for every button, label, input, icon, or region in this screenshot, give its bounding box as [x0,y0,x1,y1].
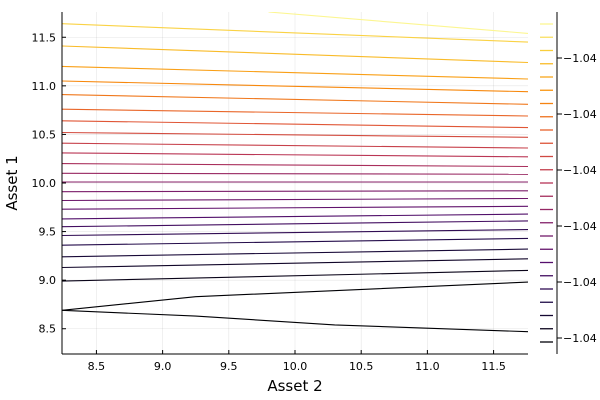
x-tick-label: 9.5 [220,360,238,373]
y-tick-label: 9.5 [39,226,57,239]
contour-line [62,309,528,333]
y-tick-label: 9.0 [39,274,57,287]
y-tick-label: 10.0 [32,177,57,190]
contour-line [62,190,528,193]
x-tick-label: 9.0 [154,360,172,373]
x-tick-label: 11.5 [481,360,506,373]
contour-line [62,237,528,246]
contour-line [62,205,528,210]
contour-line [62,281,528,311]
contour-line [62,65,528,80]
contour-line [62,269,528,282]
contour-line [62,163,528,168]
x-tick-label: 8.5 [88,360,106,373]
contour-line [268,12,528,34]
y-tick-label: 8.5 [39,323,57,336]
colorbar-tick-label: −1.04 [563,52,597,65]
contour-line [62,258,528,269]
contour-line [62,131,528,138]
y-axis-ticks: 8.5 9.0 9.5 10.0 10.5 11.0 11.5 [32,31,66,336]
x-tick-label: 10.0 [283,360,308,373]
y-tick-label: 11.0 [32,80,57,93]
contour-line [62,197,528,202]
colorbar: −1.04 −1.04 −1.04 −1.04 −1.04 −1.04 [540,12,597,354]
colorbar-tick-label: −1.04 [563,276,597,289]
colorbar-tick-label: −1.04 [563,108,597,121]
y-tick-label: 11.5 [32,31,57,44]
contour-line [62,229,528,237]
contour-line [62,152,528,158]
contour-line [62,94,528,105]
x-tick-label: 10.5 [349,360,374,373]
contour-line [62,108,528,117]
contour-line [62,80,528,93]
colorbar-tick-label: −1.04 [563,164,597,177]
colorbar-tick-label: −1.04 [563,332,597,345]
contour-line [62,142,528,149]
contour-line [62,220,528,228]
contour-line [62,213,528,220]
x-axis-label: Asset 2 [267,377,322,395]
contour-line [62,120,528,129]
contour-line [62,248,528,258]
contour-line [62,172,528,175]
contour-line [62,23,528,43]
x-axis-ticks: 8.5 9.0 9.5 10.0 10.5 11.0 11.5 [88,350,506,373]
colorbar-tick-label: −1.04 [563,220,597,233]
y-axis-label: Asset 1 [3,155,21,210]
x-tick-label: 11.0 [415,360,440,373]
contour-line [62,45,528,64]
y-tick-label: 10.5 [32,128,57,141]
contour-lines [62,12,528,333]
